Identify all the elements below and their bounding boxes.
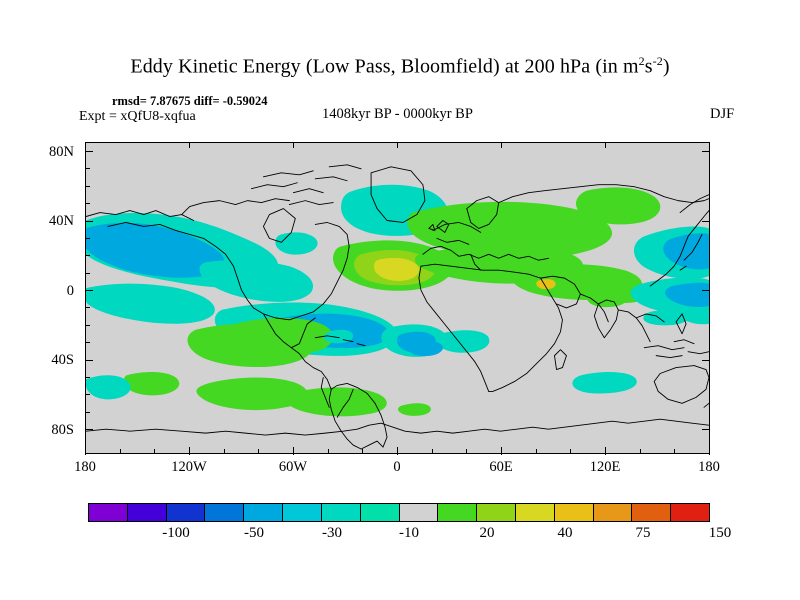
y-tick-minor [85,325,90,326]
y-tick-major-80s [85,429,93,430]
colorbar-segment-6[interactable] [321,504,361,521]
colorbar-label-75: 75 [635,525,651,541]
title-mid-text: s [644,55,653,78]
colorbar-segment-5[interactable] [283,504,322,521]
time-period-label: 1408kyr BP - 0000kyr BP [322,106,473,122]
x-tick-minor [570,449,571,454]
x-tick-major-top [501,142,502,148]
y-tick-minor [85,412,90,413]
colorbar-segment-14[interactable] [632,504,672,521]
x-tick-minor [328,449,329,454]
title-end-text: ) [662,55,670,78]
x-tick-minor [120,449,121,454]
y-tick-major-right [702,290,710,291]
x-tick-major [189,447,190,455]
map-svg [86,164,709,450]
anomaly-shading-layer [86,184,709,417]
x-tick-label-120e: 120E [589,459,621,475]
y-tick-major-right [702,360,710,361]
colorbar-segment-12[interactable] [554,504,594,521]
colorbar-label-m50: -50 [244,525,264,541]
colorbar-label-40: 40 [557,525,573,541]
map-plot-area [85,142,710,454]
x-tick-label-120w: 120W [171,459,207,475]
x-tick-minor [536,449,537,454]
x-tick-minor [258,449,259,454]
x-tick-minor [154,449,155,454]
y-tick-minor [85,186,90,187]
x-tick-major-top [189,142,190,148]
colorbar-segment-7[interactable] [360,504,400,521]
y-tick-minor [85,394,90,395]
colorbar-segment-10[interactable] [477,504,516,521]
y-tick-major-right [702,221,710,222]
season-label: DJF [710,106,735,122]
y-tick-minor [85,342,90,343]
y-tick-major-80n [85,151,93,152]
x-tick-label-180w: 180 [74,459,96,475]
x-tick-label-0: 0 [393,459,401,475]
colorbar-segment-4[interactable] [244,504,284,521]
colorbar-label-m30: -30 [322,525,342,541]
x-tick-minor [432,449,433,454]
colorbar-segment-11[interactable] [515,504,555,521]
colorbar-label-m100: -100 [162,525,190,541]
x-tick-label-60e: 60E [489,459,513,475]
x-tick-major [85,447,86,455]
x-tick-label-180e: 180 [698,459,720,475]
x-tick-major-top [293,142,294,148]
y-tick-minor [85,377,90,378]
colorbar-label-m10: -10 [399,525,419,541]
colorbar-segment-15[interactable] [671,504,709,521]
x-tick-minor [362,449,363,454]
y-tick-label-80s: 80S [51,422,74,438]
coastlines-layer [86,164,709,450]
title-superscript-1: 2 [638,54,645,68]
experiment-label: Expt = xQfU8-xqfua [79,109,196,124]
y-tick-major-40s [85,360,93,361]
colorbar-segment-1[interactable] [127,504,167,521]
page-title: Eddy Kinetic Energy (Low Pass, Bloomfiel… [0,54,800,79]
y-tick-major-40n [85,221,93,222]
x-tick-minor [466,449,467,454]
y-tick-major-0 [85,290,93,291]
colorbar-segment-13[interactable] [593,504,633,521]
colorbar-label-20: 20 [479,525,495,541]
x-tick-major [709,447,710,455]
y-tick-minor [85,238,90,239]
y-tick-label-40n: 40N [49,213,74,229]
x-tick-minor [224,449,225,454]
colorbar-segment-9[interactable] [438,504,478,521]
colorbar-segment-2[interactable] [166,504,206,521]
x-tick-minor [674,449,675,454]
x-tick-minor [640,449,641,454]
y-tick-label-40s: 40S [51,352,74,368]
colorbar-segment-3[interactable] [205,504,245,521]
y-tick-minor [85,203,90,204]
x-tick-label-60w: 60W [278,459,308,475]
title-main-text: Eddy Kinetic Energy (Low Pass, Bloomfiel… [130,55,639,78]
colorbar-segment-8[interactable] [399,504,439,521]
y-tick-label-80n: 80N [49,144,74,160]
x-tick-major-top [397,142,398,148]
colorbar-label-150: 150 [708,525,732,541]
y-tick-minor [85,273,90,274]
x-tick-major-top [605,142,606,148]
x-tick-major [501,447,502,455]
title-superscript-2: -2 [652,54,663,68]
rmsd-statistics-label: rmsd= 7.87675 diff= -0.59024 [112,94,268,108]
colorbar[interactable] [88,503,710,522]
y-tick-minor [85,307,90,308]
x-tick-major [605,447,606,455]
y-tick-label-0: 0 [66,283,74,299]
x-tick-major [293,447,294,455]
y-tick-major-right [702,151,710,152]
x-tick-major [397,447,398,455]
y-tick-minor [85,168,90,169]
y-tick-minor [85,255,90,256]
colorbar-segment-0[interactable] [89,504,128,521]
y-tick-major-right [702,429,710,430]
